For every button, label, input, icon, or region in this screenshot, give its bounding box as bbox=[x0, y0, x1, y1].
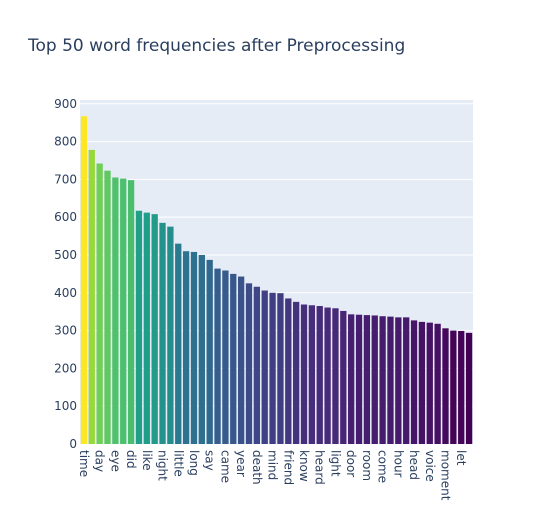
bar bbox=[230, 273, 237, 444]
bar bbox=[120, 178, 127, 444]
bar bbox=[222, 270, 229, 444]
y-tick-label: 500 bbox=[54, 248, 77, 262]
bar bbox=[308, 305, 316, 444]
y-tick-label: 300 bbox=[54, 324, 77, 338]
bar bbox=[450, 330, 457, 444]
y-tick-label: 0 bbox=[69, 437, 77, 451]
bar bbox=[237, 276, 245, 444]
bar bbox=[410, 320, 418, 444]
bar bbox=[363, 315, 371, 444]
x-tick-label: let bbox=[454, 450, 468, 466]
x-tick-label: night bbox=[156, 450, 170, 481]
bar bbox=[190, 251, 198, 444]
x-tick-label: eye bbox=[108, 450, 122, 472]
bar bbox=[348, 314, 355, 444]
x-tick-label: door bbox=[344, 450, 358, 477]
x-tick-label: like bbox=[140, 450, 154, 471]
y-tick-label: 600 bbox=[54, 210, 77, 224]
bar bbox=[465, 332, 473, 444]
chart-title: Top 50 word frequencies after Preprocess… bbox=[27, 36, 405, 56]
x-tick-label: say bbox=[203, 450, 217, 471]
bar bbox=[387, 316, 394, 444]
bar bbox=[198, 254, 205, 444]
x-tick-label: heard bbox=[313, 450, 327, 485]
bar bbox=[135, 210, 143, 444]
x-tick-label: moment bbox=[438, 450, 452, 501]
bar bbox=[175, 243, 182, 444]
x-tick-label: light bbox=[328, 450, 342, 477]
bar bbox=[127, 180, 135, 444]
y-tick-label: 900 bbox=[54, 97, 77, 111]
bar bbox=[434, 323, 441, 444]
x-tick-label: hour bbox=[391, 450, 405, 478]
y-tick-label: 700 bbox=[54, 172, 77, 186]
bar bbox=[151, 214, 158, 444]
x-tick-label: came bbox=[218, 450, 232, 483]
bar bbox=[88, 149, 95, 444]
bar bbox=[458, 330, 465, 444]
x-tick-label: did bbox=[124, 450, 138, 469]
bar bbox=[159, 222, 166, 444]
bar bbox=[253, 286, 260, 444]
bar bbox=[324, 307, 331, 444]
bar bbox=[269, 292, 276, 444]
bar bbox=[442, 328, 449, 444]
x-tick-label: day bbox=[93, 450, 107, 472]
y-tick-label: 100 bbox=[54, 399, 77, 413]
x-tick-label: long bbox=[187, 450, 201, 476]
x-tick-label: come bbox=[376, 450, 390, 483]
y-axis-ticks: 0 100 200 300 400 500 600 700 800 900 bbox=[54, 97, 77, 451]
bars bbox=[80, 116, 473, 444]
bar bbox=[80, 116, 88, 444]
bar bbox=[300, 304, 308, 444]
bar bbox=[403, 317, 410, 444]
x-tick-label: mind bbox=[266, 450, 280, 480]
bar bbox=[340, 310, 347, 444]
bar bbox=[261, 290, 268, 444]
bar bbox=[104, 170, 111, 444]
bar bbox=[277, 293, 284, 444]
bar bbox=[293, 301, 300, 444]
bar bbox=[112, 177, 119, 444]
x-tick-label: know bbox=[297, 450, 311, 482]
bar bbox=[182, 251, 190, 444]
y-tick-label: 800 bbox=[54, 135, 77, 149]
bar bbox=[332, 308, 339, 444]
bar bbox=[316, 306, 323, 444]
x-tick-label: room bbox=[360, 450, 374, 481]
bar bbox=[355, 314, 363, 444]
y-tick-label: 400 bbox=[54, 286, 77, 300]
bar bbox=[214, 268, 221, 444]
x-tick-label: friend bbox=[281, 450, 295, 485]
bar bbox=[245, 283, 253, 444]
x-tick-label: death bbox=[250, 450, 264, 485]
x-axis-ticks: time day eye did like night little long say came y… bbox=[77, 450, 468, 501]
bar bbox=[395, 317, 402, 444]
bar bbox=[379, 316, 386, 444]
x-tick-label: time bbox=[77, 450, 91, 477]
bar bbox=[418, 321, 426, 444]
y-tick-label: 200 bbox=[54, 361, 77, 375]
x-tick-label: little bbox=[171, 450, 185, 477]
bar bbox=[426, 322, 433, 444]
bar bbox=[167, 226, 174, 444]
x-tick-label: voice bbox=[423, 450, 437, 482]
x-tick-label: head bbox=[407, 450, 421, 480]
bar bbox=[206, 259, 213, 444]
bar bbox=[96, 163, 103, 444]
bar bbox=[143, 212, 150, 444]
bar bbox=[371, 315, 378, 444]
bar bbox=[285, 298, 292, 444]
x-tick-label: year bbox=[234, 450, 248, 477]
